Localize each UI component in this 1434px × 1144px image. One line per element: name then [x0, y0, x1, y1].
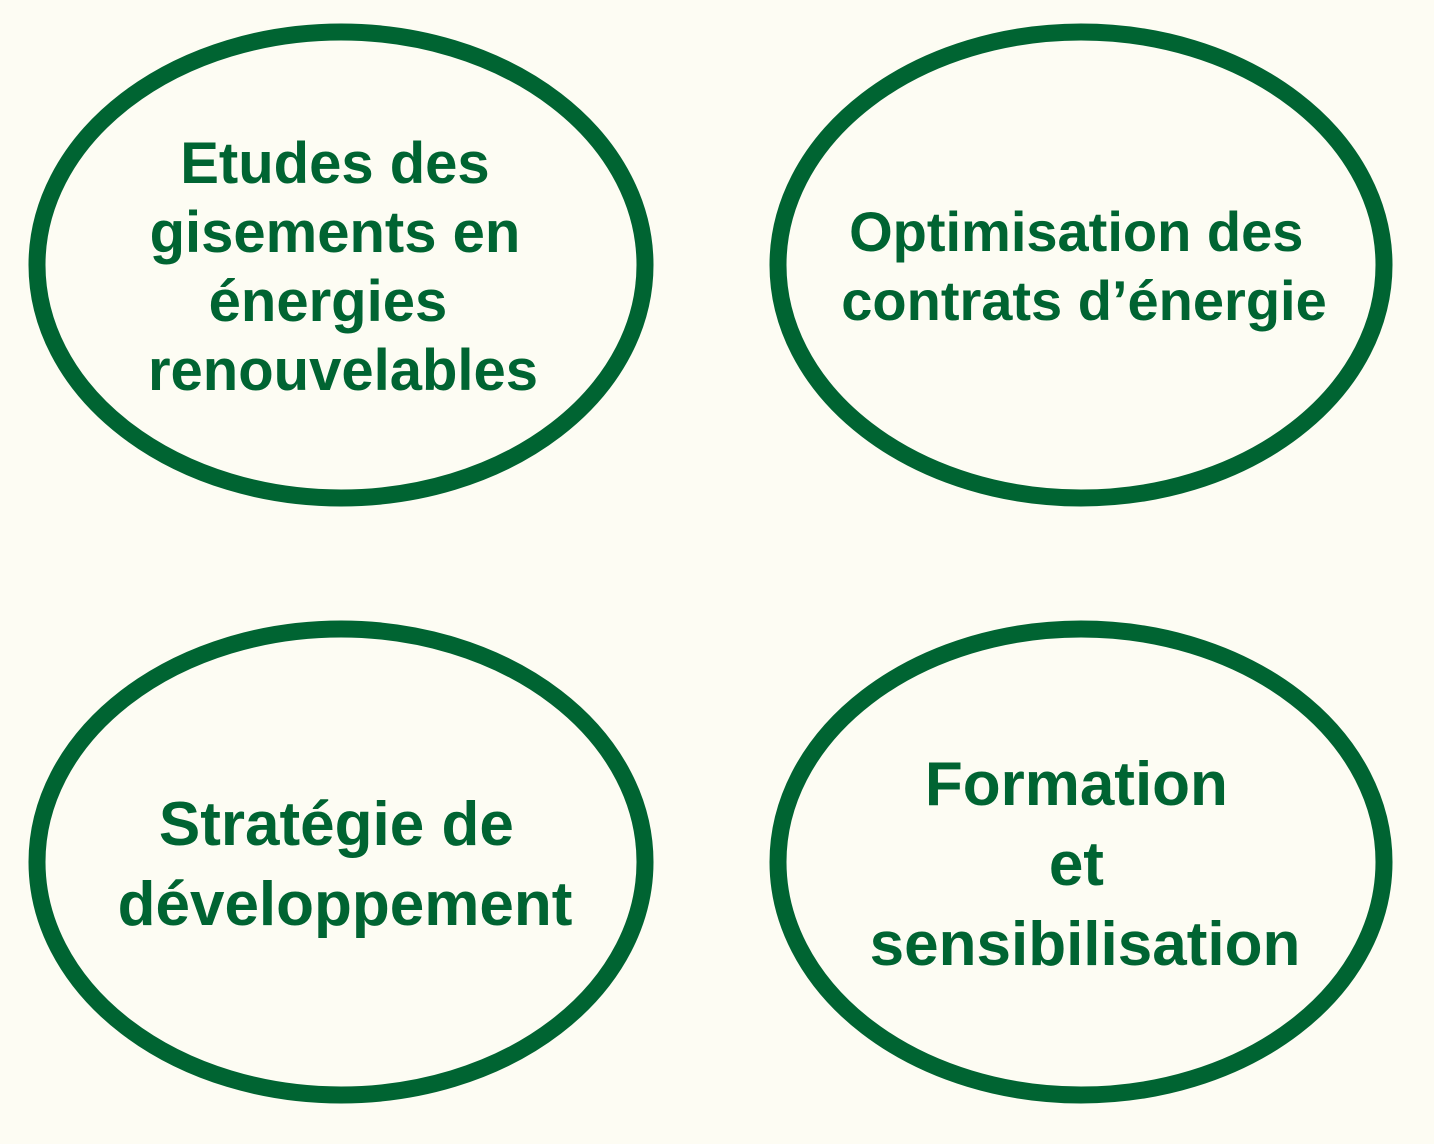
node-ellipse [28, 620, 654, 1104]
node-label-line: énergies [209, 269, 448, 334]
node-label: Etudes des gisements en énergies renouve… [148, 131, 538, 403]
node-label-line: gisements en [150, 200, 521, 265]
node-label-line: développement [118, 870, 573, 939]
node-formation-sensibilisation: Formation et sensibilisation [769, 620, 1393, 1104]
node-ellipse [769, 23, 1393, 507]
node-label: Optimisation des contrats d’énergie [841, 200, 1326, 332]
node-label: Stratégie de développement [118, 790, 573, 939]
node-label-line: Formation [925, 750, 1228, 819]
node-label-line: et [1049, 830, 1104, 899]
node-label-line: renouvelables [148, 338, 538, 403]
node-optimisation-contrats: Optimisation des contrats d’énergie [769, 23, 1393, 507]
node-label-line: Optimisation des [849, 200, 1303, 263]
node-strategie-developpement: Stratégie de développement [28, 620, 654, 1104]
node-label: Formation et sensibilisation [870, 750, 1301, 979]
node-etudes-gisements: Etudes des gisements en énergies renouve… [28, 23, 654, 507]
node-label-line: sensibilisation [870, 910, 1301, 979]
node-label-line: contrats d’énergie [841, 269, 1326, 332]
node-ellipse [28, 23, 654, 507]
node-label-line: Etudes des [180, 131, 489, 196]
node-label-line: Stratégie de [159, 790, 514, 859]
node-ellipse [769, 620, 1393, 1104]
